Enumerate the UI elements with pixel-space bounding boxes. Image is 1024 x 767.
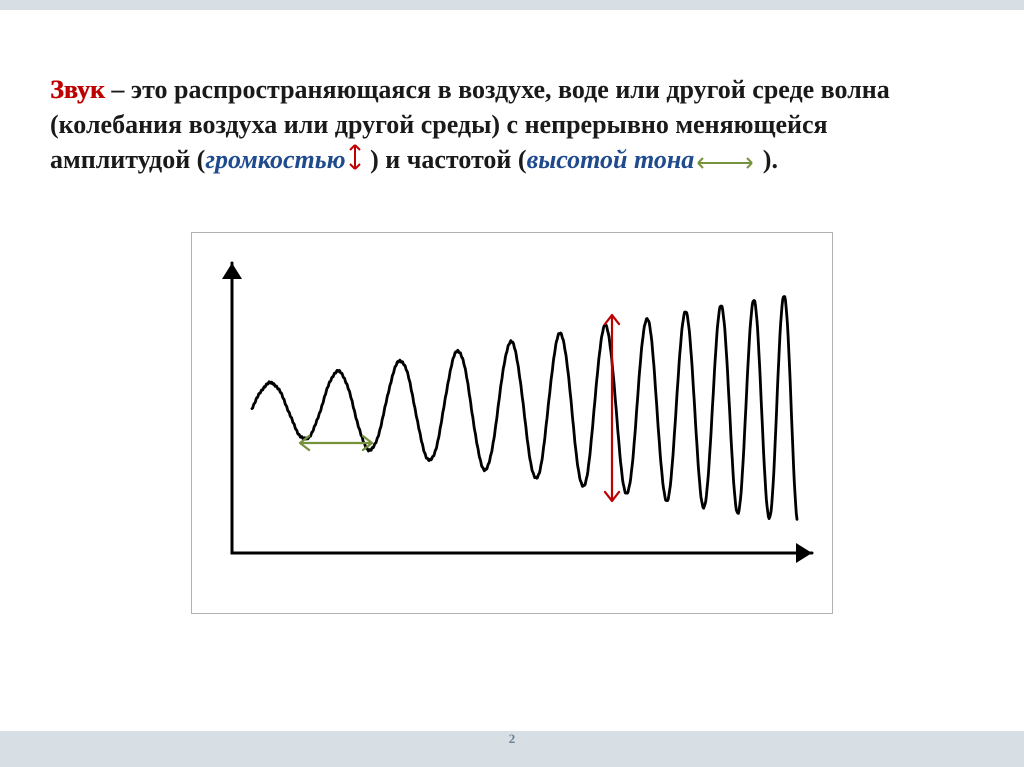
term-sound: Звук: [50, 75, 105, 104]
slide: Звук – это распространяющаяся в воздухе,…: [0, 0, 1024, 767]
def-segment-2: ) и частотой (: [364, 145, 527, 174]
pitch-word: высотой тона: [527, 145, 695, 174]
frequency-arrow-icon: [696, 144, 754, 179]
def-segment-3: ).: [756, 145, 778, 174]
definition-paragraph: Звук – это распространяющаяся в воздухе,…: [50, 72, 974, 182]
loudness-word: громкостью: [205, 145, 345, 174]
waveform-chart: [191, 232, 833, 614]
amplitude-arrow-icon: [348, 143, 362, 180]
page-number: 2: [0, 731, 1024, 747]
